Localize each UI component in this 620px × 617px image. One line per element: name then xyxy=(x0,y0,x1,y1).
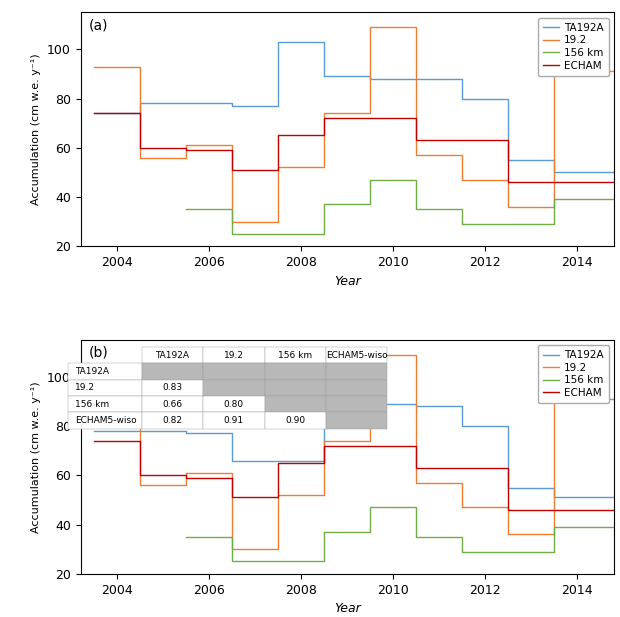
Legend: TA192A, 19.2, 156 km, ECHAM: TA192A, 19.2, 156 km, ECHAM xyxy=(538,345,609,404)
X-axis label: Year: Year xyxy=(334,602,361,615)
Legend: TA192A, 19.2, 156 km, ECHAM: TA192A, 19.2, 156 km, ECHAM xyxy=(538,17,609,76)
Text: (a): (a) xyxy=(89,18,108,32)
X-axis label: Year: Year xyxy=(334,275,361,288)
Text: (b): (b) xyxy=(89,346,108,360)
Y-axis label: Accumulation (cm w.e. y⁻¹): Accumulation (cm w.e. y⁻¹) xyxy=(32,381,42,532)
Y-axis label: Accumulation (cm w.e. y⁻¹): Accumulation (cm w.e. y⁻¹) xyxy=(32,54,42,205)
